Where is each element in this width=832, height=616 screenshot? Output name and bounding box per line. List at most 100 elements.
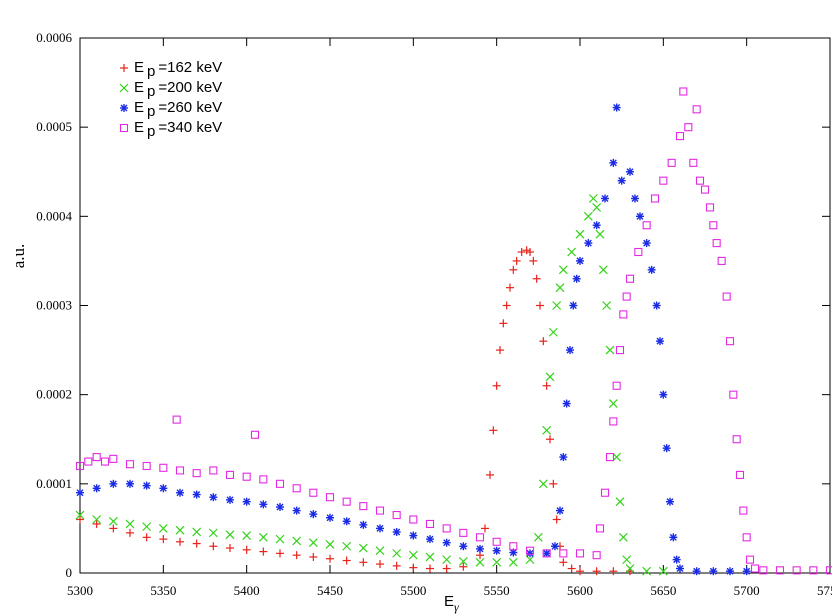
data-point: [642, 221, 651, 230]
data-point: [556, 506, 564, 515]
data-point: [92, 484, 101, 493]
data-point: [342, 556, 351, 565]
data-point: [109, 479, 118, 488]
data-point: [709, 567, 718, 576]
data-point: [126, 479, 134, 488]
data-point: [309, 510, 318, 519]
data-point: [529, 256, 538, 265]
data-point: [583, 211, 593, 221]
data-point: [426, 564, 434, 573]
data-point: [76, 515, 84, 524]
data-point: [142, 481, 151, 490]
data-point: [242, 531, 252, 540]
data-point: [712, 239, 721, 248]
data-point: [658, 566, 668, 576]
data-point: [308, 538, 318, 548]
data-point: [108, 516, 118, 526]
data-point: [242, 472, 251, 481]
x-tick-label: 5350: [150, 583, 176, 598]
y-axis-label: a.u.: [9, 244, 28, 269]
data-point: [509, 542, 518, 551]
x-tick-label: 5600: [567, 583, 593, 598]
data-point: [542, 425, 552, 435]
data-point: [375, 546, 385, 556]
data-point: [342, 517, 351, 526]
data-point: [602, 301, 612, 310]
data-point: [559, 549, 568, 558]
data-point: [258, 532, 268, 542]
data-point: [376, 560, 384, 569]
data-point: [672, 555, 681, 564]
data-point: [656, 337, 664, 346]
data-point: [92, 519, 101, 528]
data-point: [492, 557, 502, 567]
legend-label-main: E: [134, 99, 144, 116]
legend-label-sub: p: [147, 83, 155, 100]
x-tick-label: 5500: [400, 583, 426, 598]
series-2-points: [75, 194, 668, 576]
data-point: [75, 510, 85, 520]
data-point: [742, 567, 751, 576]
data-point: [601, 194, 609, 203]
data-point: [192, 539, 201, 548]
data-point: [775, 566, 785, 575]
x-tick-label: 5400: [234, 583, 260, 598]
data-point: [512, 256, 521, 265]
data-point: [176, 488, 184, 497]
x-tick-label: 5650: [650, 583, 676, 598]
legend-label-main: E: [134, 59, 144, 76]
data-point: [662, 444, 671, 453]
data-point: [159, 535, 168, 544]
data-point: [326, 513, 334, 522]
data-point: [459, 528, 468, 537]
data-point: [622, 555, 632, 565]
data-point: [126, 528, 134, 537]
data-point: [676, 564, 684, 573]
data-point: [100, 457, 110, 466]
data-point: [109, 524, 118, 533]
data-point: [642, 239, 651, 248]
x-tick-label: 5300: [67, 583, 93, 598]
data-point: [425, 519, 435, 529]
data-point: [486, 470, 494, 479]
data-point: [539, 337, 548, 346]
data-point: [125, 519, 135, 529]
data-point: [492, 381, 501, 390]
data-point: [569, 301, 578, 310]
x-axis-ticks: 5300 5350 5400 5450 5500 5550 5600 5650 5700 5750: [67, 38, 832, 598]
data-point: [259, 500, 268, 509]
data-point: [442, 538, 451, 547]
data-point: [159, 463, 168, 472]
data-point: [209, 466, 218, 475]
legend-label-main: E: [134, 79, 144, 96]
legend-label-suffix: =162 keV: [158, 59, 222, 76]
data-point: [506, 283, 514, 292]
data-point: [726, 567, 734, 576]
data-point: [525, 546, 535, 555]
data-point: [359, 520, 368, 529]
data-point: [392, 561, 401, 570]
x-axis-label: Eγ: [444, 593, 459, 614]
data-point: [325, 540, 335, 549]
data-point: [536, 301, 544, 310]
data-point: [375, 506, 385, 515]
data-point: [572, 274, 581, 283]
x-tick-label: 5750: [817, 583, 832, 598]
data-point: [532, 274, 541, 283]
legend-label-sub: p: [147, 63, 155, 80]
data-point: [615, 497, 625, 507]
data-point: [562, 399, 571, 408]
data-point: [226, 495, 234, 504]
data-point: [695, 176, 705, 185]
data-point: [476, 544, 484, 553]
data-point: [276, 503, 284, 512]
legend-label-sub: p: [147, 103, 155, 120]
data-point: [608, 399, 618, 409]
data-point: [609, 158, 618, 167]
data-point: [292, 484, 301, 493]
data-point: [442, 555, 452, 565]
